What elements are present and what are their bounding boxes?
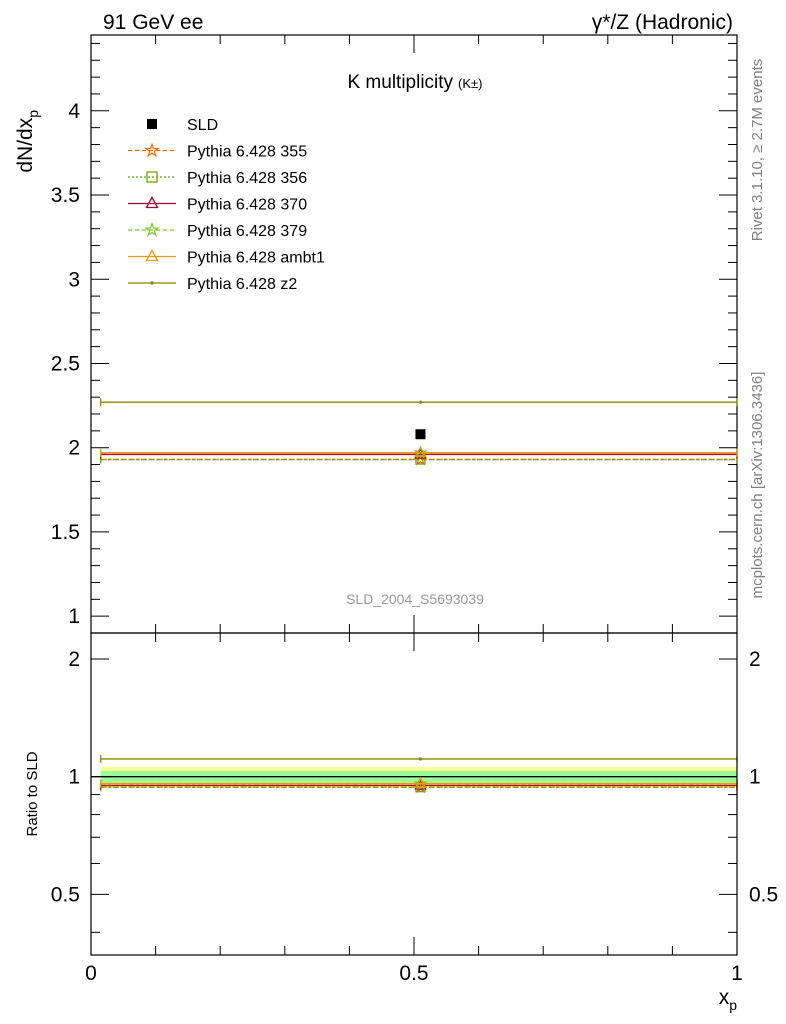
x-tick-label: 0 [85,962,97,985]
legend-marker-pythia-6-428-ambt1 [145,249,159,262]
ratio-plot-ticks: 0.5 0.5 1 1 2 2 0 0.5 1 [51,633,778,985]
main-y-tick-label: 2 [68,437,80,460]
legend-marker-pythia-6-428-379 [144,222,160,237]
legend-label-pythia-6-428-355: Pythia 6.428 355 [187,144,307,161]
x-axis-label-text: x [719,986,730,1009]
ratio-y-tick-label: 1 [68,766,80,789]
data-point-pythia-6-428-ambt1 [414,446,427,458]
main-y-tick-label: 2.5 [51,352,80,375]
data-point-pythia-6-428-z2 [418,400,423,404]
main-plot-series [100,398,738,466]
main-plot-y-axis-label: dN/dxp [14,110,41,173]
ratio-point-pythia-6-428-379 [413,776,428,790]
main-y-tick-label: 4 [68,100,80,123]
legend-marker-pythia-6-428-370 [145,196,159,209]
mcplots-credit-label: mcplots.cern.ch [arXiv:1306.3436] [749,372,766,599]
main-plot-y-axis-label-sub: p [25,110,41,118]
main-y-tick-label: 3.5 [51,184,80,207]
x-axis-label-sub: p [729,997,737,1013]
legend-entry-pythia-6-428-356: Pythia 6.428 356 [128,170,307,187]
legend-entry-pythia-6-428-z2: Pythia 6.428 z2 [128,276,297,293]
data-point-sld [415,429,426,440]
legend-marker-pythia-6-428-355 [144,142,160,158]
legend-entry-pythia-6-428-370: Pythia 6.428 370 [128,196,307,214]
main-plot-y-axis-label-text: dN/dx [14,117,37,172]
legend-entry-pythia-6-428-355: Pythia 6.428 355 [128,142,307,161]
ratio-point-pythia-6-428-z2 [418,757,423,761]
legend-label-pythia-6-428-z2: Pythia 6.428 z2 [187,276,297,293]
ratio-y-tick-label-right: 0.5 [749,883,778,906]
main-plot-ticks: 1 1.5 2 2.5 3 3.5 4 [51,35,738,633]
legend-label-sld: SLD [187,117,218,134]
main-plot-title-text: K multiplicity [347,72,453,93]
legend-label-pythia-6-428-370: Pythia 6.428 370 [187,197,307,214]
legend-entry-sld: SLD [147,117,218,134]
legend-label-pythia-6-428-ambt1: Pythia 6.428 ambt1 [187,250,325,267]
ratio-plot-y-axis-label: Ratio to SLD [24,751,41,836]
legend-marker-pythia-6-428-z2 [150,281,154,285]
ratio-y-tick-label-right: 2 [749,648,761,671]
data-point-pythia-6-428-379 [413,445,428,459]
process-label: γ*/Z (Hadronic) [592,11,733,34]
legend-entry-pythia-6-428-379: Pythia 6.428 379 [128,222,307,240]
legend-marker-sld [147,119,157,129]
main-plot-watermark: SLD_2004_S5693039 [346,591,484,607]
ratio-plot-panel: 0.5 0.5 1 1 2 2 0 0.5 1 Ratio to SLD xp [24,632,778,1013]
main-y-tick-label: 1 [68,605,80,628]
main-plot-title: K multiplicity (K±) [347,72,482,93]
legend-label-pythia-6-428-356: Pythia 6.428 356 [187,170,307,187]
legend-marker-pythia-6-428-356 [146,171,158,183]
legend: SLD Pythia 6.428 355 Pythia 6.428 356 Pythi… [128,117,325,293]
energy-label: 91 GeV ee [103,11,203,34]
main-plot-title-suffix: (K±) [458,76,482,91]
ratio-point-pythia-6-428-ambt1 [414,776,427,788]
ratio-y-tick-label: 0.5 [51,883,80,906]
main-y-tick-label: 1.5 [51,521,80,544]
main-plot-panel: 1 1.5 2 2.5 3 3.5 4 SLD_2004_S5693039 K multip… [14,34,738,634]
ratio-plot-frame [90,632,738,956]
x-axis-label: xp [719,986,738,1013]
ratio-y-tick-label: 2 [68,648,80,671]
main-y-tick-label: 3 [68,268,80,291]
x-tick-label: 1 [731,962,743,985]
legend-entry-pythia-6-428-ambt1: Pythia 6.428 ambt1 [128,249,325,267]
ratio-uncertainty-band [91,766,737,788]
ratio-y-tick-label-right: 1 [749,766,761,789]
x-tick-label: 0.5 [399,962,428,985]
legend-label-pythia-6-428-379: Pythia 6.428 379 [187,223,307,240]
rivet-version-label: Rivet 3.1.10, ≥ 2.7M events [749,59,766,242]
